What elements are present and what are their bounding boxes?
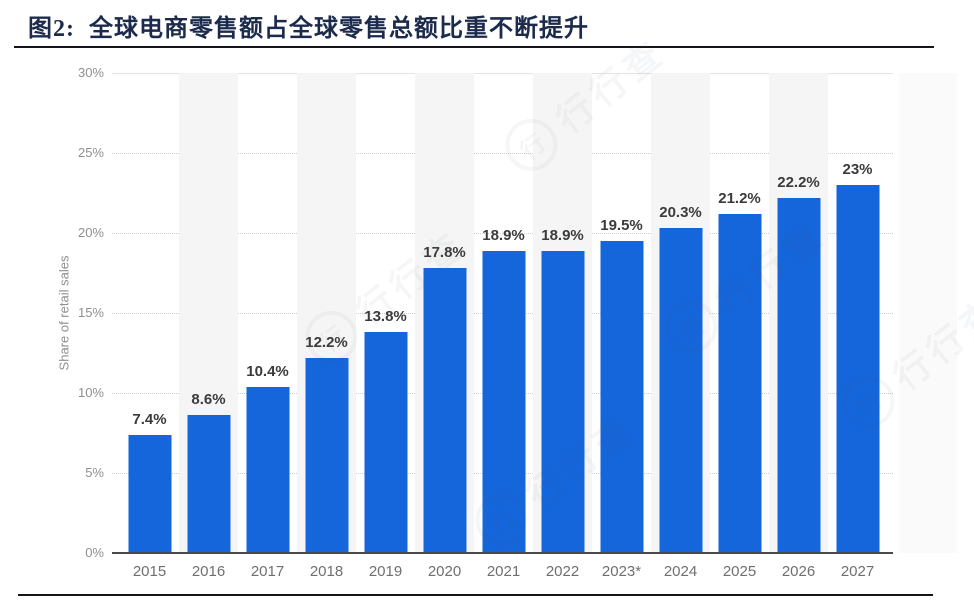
plot-right-band [899,73,957,553]
bar-value-label-2019: 13.8% [364,308,407,325]
y-tick-label: 30% [77,65,104,80]
chart-column-2018: 12.2% [297,73,356,553]
y-tick-label: 20% [77,225,104,240]
chart-column-2017: 10.4% [238,73,297,553]
bar-value-label-2018: 12.2% [305,334,348,351]
bar-value-label-2015: 7.4% [132,411,167,428]
x-axis-labels: 2015 2016 2017 2018 2019 2020 2021 2022 2023* 202… [120,563,887,580]
bar-value-label-2016: 8.6% [191,391,226,408]
bar-value-label-2026: 22.2% [777,174,820,191]
y-tick-label: 0% [85,545,104,560]
figure-label: 图2: [28,16,75,42]
chart-column-2027: 23% [828,73,887,553]
x-tick-label-2018: 2018 [309,563,344,580]
bar-value-label-2017: 10.4% [246,363,289,380]
bar-2015 [128,435,171,553]
figure-title-text: 全球电商零售额占全球零售总额比重不断提升 [89,16,589,42]
gridline-30 [112,73,893,74]
x-tick-label-2020: 2020 [427,563,462,580]
x-tick-label-2023*: 2023* [601,563,642,580]
bar-value-label-2023*: 19.5% [600,217,643,234]
y-tick-label: 15% [77,305,104,320]
x-tick-label-2015: 2015 [132,563,167,580]
x-tick-label-2024: 2024 [663,563,698,580]
bar-2026 [777,198,820,553]
y-tick-label: 25% [77,145,104,160]
x-tick-label-2019: 2019 [368,563,403,580]
bar-value-label-2020: 17.8% [423,244,466,261]
y-tick-label: 10% [77,385,104,400]
chart-column-2024: 20.3% [651,73,710,553]
chart-column-2021: 18.9% [474,73,533,553]
plot-area: 7.4% 8.6% 10.4% 12.2% 13.8% 17.8% 18.9% 18.9% 19… [120,73,887,553]
chart-column-2015: 7.4% [120,73,179,553]
bar-2020 [423,268,466,553]
bar-value-label-2022: 18.9% [541,227,584,244]
title-divider [14,46,934,48]
bar-2016 [187,415,230,553]
x-tick-label-2025: 2025 [722,563,757,580]
bar-value-label-2024: 20.3% [659,204,702,221]
bar-2019 [364,332,407,553]
bar-2025 [718,214,761,553]
gridline-25 [112,153,893,154]
bar-value-label-2027: 23% [842,161,873,178]
bar-2021 [482,251,525,553]
chart-column-2026: 22.2% [769,73,828,553]
chart-column-2020: 17.8% [415,73,474,553]
x-tick-label-2027: 2027 [840,563,875,580]
bar-2023* [600,241,643,553]
figure-title: 图2: 全球电商零售额占全球零售总额比重不断提升 [28,8,948,43]
x-tick-label-2022: 2022 [545,563,580,580]
chart-column-2022: 18.9% [533,73,592,553]
gridline-20 [112,233,893,234]
y-tick-label: 5% [85,465,104,480]
x-tick-label-2026: 2026 [781,563,816,580]
bar-2022 [541,251,584,553]
chart-column-2025: 21.2% [710,73,769,553]
bar-2017 [246,387,289,553]
x-tick-label-2017: 2017 [250,563,285,580]
chart-column-2016: 8.6% [179,73,238,553]
x-tick-label-2021: 2021 [486,563,521,580]
figure-bottom-border [18,594,933,596]
bar-2024 [659,228,702,553]
bar-2018 [305,358,348,553]
chart-column-2019: 13.8% [356,73,415,553]
x-tick-label-2016: 2016 [191,563,226,580]
bar-value-label-2021: 18.9% [482,227,525,244]
bar-value-label-2025: 21.2% [718,190,761,207]
bar-2027 [836,185,879,553]
x-axis-line [112,552,893,554]
chart-column-2023*: 19.5% [592,73,651,553]
